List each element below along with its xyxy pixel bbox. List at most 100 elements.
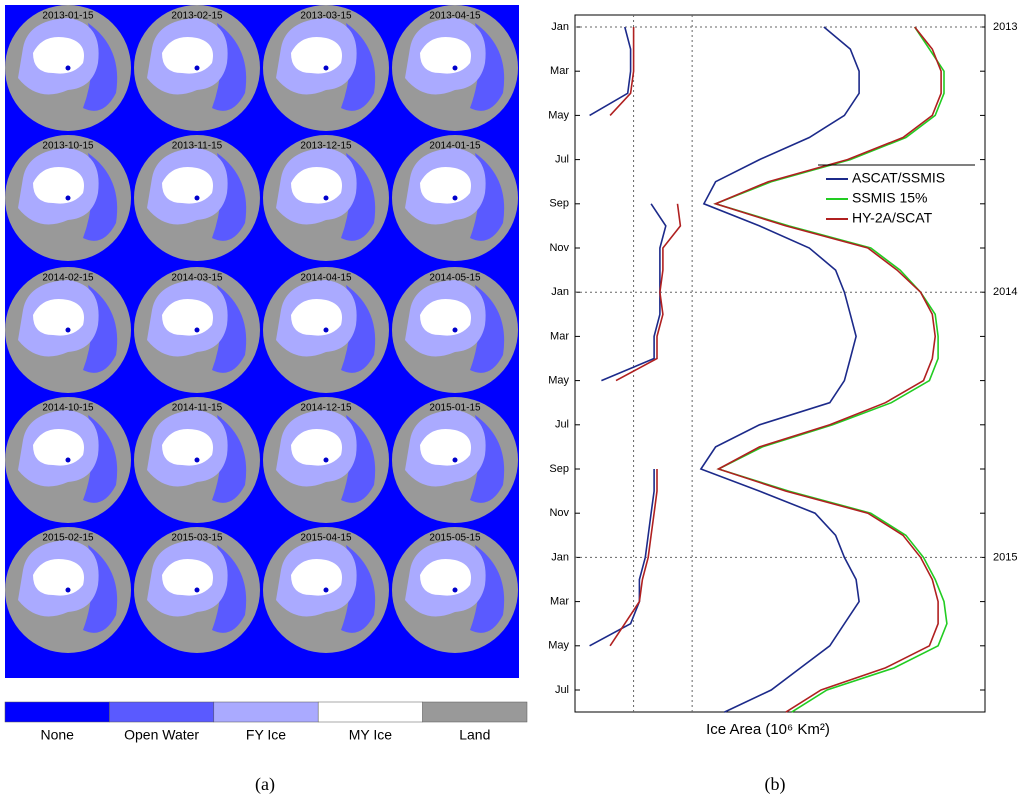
map: 2013-03-15 — [263, 5, 389, 131]
map-pole — [194, 457, 200, 463]
year-label: 2013 — [993, 21, 1017, 33]
colorbar-label: MY Ice — [349, 727, 393, 743]
colorbar-segment — [4, 701, 110, 723]
map-my-ice — [162, 37, 213, 74]
y-tick-label: May — [548, 109, 569, 121]
map-date: 2013-10-15 — [42, 141, 94, 152]
map: 2015-05-15 — [392, 527, 518, 653]
y-tick-label: Sep — [549, 463, 569, 475]
map: 2013-02-15 — [134, 5, 260, 131]
series-line — [699, 26, 860, 713]
map-date: 2014-12-15 — [300, 403, 352, 414]
map-my-ice — [33, 37, 84, 74]
map-my-ice — [420, 559, 471, 596]
map-pole — [194, 195, 200, 201]
y-tick-label: Sep — [549, 198, 569, 210]
map-my-ice — [162, 299, 213, 336]
y-tick-label: Jan — [551, 551, 569, 563]
map-date: 2015-02-15 — [42, 533, 94, 544]
map-date: 2014-02-15 — [42, 273, 94, 284]
y-tick-label: Jan — [551, 286, 569, 298]
map: 2015-04-15 — [263, 527, 389, 653]
y-tick-label: Jul — [555, 419, 569, 431]
y-tick-label: May — [548, 375, 569, 387]
map-date: 2013-11-15 — [172, 141, 223, 152]
y-tick-label: Mar — [550, 330, 569, 342]
map: 2014-05-15 — [392, 267, 518, 393]
colorbar-label: FY Ice — [246, 727, 286, 743]
map: 2013-01-15 — [5, 5, 131, 131]
map-pole — [323, 65, 329, 71]
map: 2014-01-15 — [392, 135, 518, 261]
map-pole — [65, 457, 71, 463]
map-pole — [323, 195, 329, 201]
map-date: 2013-04-15 — [429, 11, 481, 22]
map: 2015-03-15 — [134, 527, 260, 653]
map: 2013-10-15 — [5, 135, 131, 261]
y-tick-label: Mar — [550, 596, 569, 608]
map: 2014-04-15 — [263, 267, 389, 393]
map-my-ice — [420, 167, 471, 204]
map-pole — [194, 587, 200, 593]
map-date: 2015-05-15 — [429, 533, 481, 544]
colorbar-label: None — [40, 727, 74, 743]
colorbar-label: Open Water — [124, 727, 199, 743]
year-label: 2014 — [993, 286, 1017, 298]
map-date: 2015-04-15 — [300, 533, 352, 544]
map-date: 2013-02-15 — [171, 11, 223, 22]
map-pole — [323, 327, 329, 333]
map-pole — [194, 327, 200, 333]
map-pole — [65, 327, 71, 333]
map-my-ice — [420, 299, 471, 336]
map-pole — [452, 195, 458, 201]
map: 2013-12-15 — [263, 135, 389, 261]
map-my-ice — [420, 37, 471, 74]
map-my-ice — [33, 167, 84, 204]
map: 2014-12-15 — [263, 397, 389, 523]
map-date: 2014-10-15 — [42, 403, 94, 414]
map-my-ice — [291, 37, 342, 74]
map-my-ice — [162, 429, 213, 466]
map-pole — [194, 65, 200, 71]
map-my-ice — [420, 429, 471, 466]
map: 2014-10-15 — [5, 397, 131, 523]
map-date: 2013-12-15 — [300, 141, 352, 152]
map-pole — [452, 457, 458, 463]
map-date: 2014-04-15 — [300, 273, 352, 284]
colorbar-segment — [422, 701, 528, 723]
series-line — [713, 26, 942, 713]
map-date: 2014-05-15 — [429, 273, 481, 284]
map-date: 2013-01-15 — [42, 11, 94, 22]
map-pole — [65, 587, 71, 593]
legend-label: SSMIS 15% — [852, 190, 927, 206]
colorbar-segment — [213, 701, 319, 723]
y-tick-label: Mar — [550, 65, 569, 77]
map-date: 2015-01-15 — [429, 403, 481, 414]
map: 2015-01-15 — [392, 397, 518, 523]
y-tick-label: May — [548, 640, 569, 652]
colorbar-segment — [109, 701, 215, 723]
year-label: 2015 — [993, 551, 1017, 563]
y-tick-label: Nov — [549, 242, 569, 254]
map: 2013-11-15 — [134, 135, 260, 261]
map: 2014-03-15 — [134, 267, 260, 393]
map-my-ice — [33, 299, 84, 336]
y-tick-label: Nov — [549, 507, 569, 519]
map-my-ice — [33, 429, 84, 466]
map-my-ice — [291, 559, 342, 596]
map-pole — [452, 327, 458, 333]
y-tick-label: Jul — [555, 154, 569, 166]
map-pole — [65, 65, 71, 71]
map-pole — [323, 587, 329, 593]
caption-b: (b) — [765, 774, 786, 795]
map-pole — [452, 65, 458, 71]
map: 2015-02-15 — [5, 527, 131, 653]
map-pole — [452, 587, 458, 593]
colorbar-label: Land — [459, 727, 490, 743]
series-line — [713, 26, 948, 713]
map-my-ice — [33, 559, 84, 596]
y-tick-label: Jan — [551, 21, 569, 33]
map-pole — [323, 457, 329, 463]
legend-label: ASCAT/SSMIS — [852, 170, 945, 186]
